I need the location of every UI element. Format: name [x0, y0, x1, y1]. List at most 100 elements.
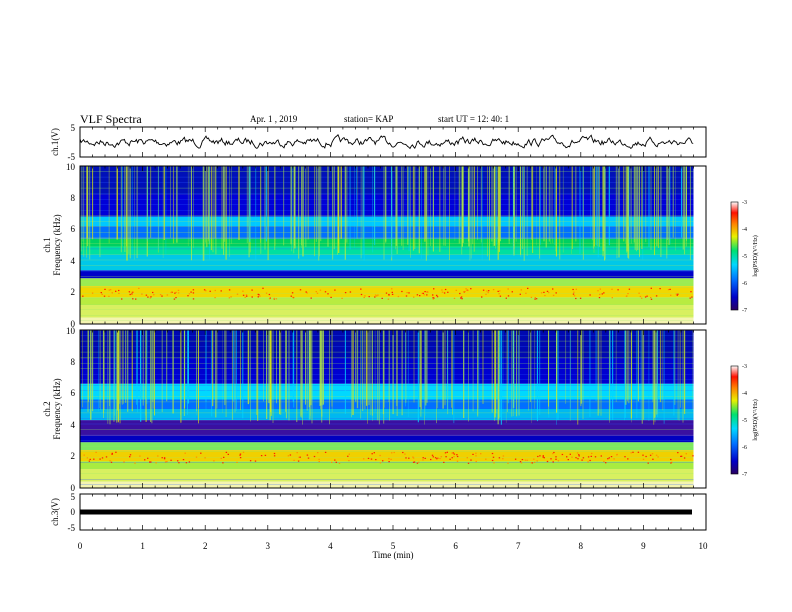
noise-speck: [520, 289, 522, 291]
noise-speck: [391, 452, 393, 454]
noise-speck: [600, 455, 602, 457]
noise-speck: [228, 289, 231, 291]
noise-speck: [306, 292, 308, 294]
noise-speck: [109, 289, 112, 291]
noise-speck: [524, 459, 527, 461]
noise-speck: [184, 452, 186, 454]
time-axis-ticks: 0 1 2 3 4 5 6 7 8 9 10: [78, 541, 708, 551]
noise-speck: [405, 295, 408, 297]
noise-speck: [273, 452, 276, 455]
noise-speck: [177, 460, 179, 462]
ch3-ytick-bottom: -5: [68, 523, 76, 533]
noise-speck: [379, 462, 382, 464]
noise-speck: [441, 289, 443, 291]
noise-speck: [535, 298, 538, 300]
noise-speck: [433, 297, 435, 299]
noise-speck: [603, 460, 605, 463]
xtick-7: 7: [516, 541, 521, 551]
noise-speck: [575, 288, 577, 290]
noise-speck: [317, 452, 319, 454]
noise-speck: [569, 453, 571, 455]
xtick-2: 2: [203, 541, 208, 551]
noise-speck: [519, 461, 522, 463]
noise-speck: [607, 458, 609, 460]
noise-speck: [436, 458, 438, 460]
noise-speck: [209, 290, 211, 292]
noise-speck: [475, 460, 477, 463]
noise-speck: [534, 297, 536, 299]
ch2-cbar-tick-m3: -3: [742, 364, 747, 370]
noise-speck: [436, 296, 439, 298]
noise-speck: [552, 288, 554, 290]
noise-speck: [327, 293, 329, 295]
spectrogram-band: [80, 305, 694, 318]
noise-speck: [259, 295, 261, 297]
noise-speck: [527, 287, 529, 289]
noise-speck: [412, 456, 414, 458]
noise-speck: [581, 459, 583, 461]
ch2-colorbar-label: log(PSD)(V²/Hz): [752, 399, 759, 440]
noise-speck: [443, 292, 446, 294]
noise-speck: [331, 461, 333, 463]
noise-speck: [650, 297, 652, 299]
noise-speck: [553, 451, 555, 454]
noise-speck: [86, 457, 89, 459]
noise-speck: [439, 457, 441, 460]
figure-title: VLF Spectra: [80, 112, 142, 126]
noise-speck: [499, 290, 501, 292]
noise-speck: [205, 290, 207, 292]
noise-speck: [368, 296, 370, 298]
noise-speck: [236, 293, 239, 295]
noise-speck: [177, 289, 180, 291]
noise-speck: [567, 459, 569, 461]
noise-speck: [324, 451, 327, 453]
noise-speck: [402, 451, 404, 454]
noise-speck: [472, 453, 474, 455]
noise-speck: [499, 295, 502, 297]
noise-speck: [485, 458, 487, 460]
ch1-cbar-tick-m7: -7: [742, 308, 747, 314]
noise-speck: [530, 462, 533, 464]
noise-speck: [95, 451, 97, 453]
noise-speck: [427, 291, 429, 293]
noise-speck: [330, 296, 332, 298]
ch2-colorbar-gradient: [730, 365, 739, 475]
noise-speck: [534, 298, 536, 300]
noise-speck: [626, 295, 628, 297]
noise-speck: [451, 452, 453, 454]
noise-speck: [105, 456, 108, 458]
noise-speck: [239, 454, 241, 456]
noise-speck: [650, 287, 652, 289]
noise-speck: [692, 455, 694, 457]
noise-speck: [239, 457, 242, 459]
noise-speck: [150, 296, 152, 298]
noise-speck: [422, 457, 424, 459]
noise-speck: [464, 290, 466, 293]
noise-speck: [644, 296, 647, 298]
noise-speck: [388, 294, 390, 296]
ch1-ytick-bottom: -5: [68, 152, 76, 162]
noise-speck: [421, 292, 423, 294]
noise-speck: [632, 451, 634, 453]
noise-speck: [492, 456, 495, 458]
spectrogram-band: [80, 246, 694, 255]
noise-speck: [390, 458, 392, 460]
noise-speck: [550, 458, 552, 460]
noise-speck: [242, 451, 245, 453]
noise-speck: [118, 292, 120, 294]
noise-speck: [393, 451, 395, 454]
noise-speck: [433, 288, 435, 290]
noise-speck: [93, 458, 95, 460]
noise-speck: [460, 296, 463, 298]
noise-speck: [213, 460, 215, 462]
noise-speck: [546, 290, 549, 292]
noise-speck: [611, 297, 613, 299]
noise-speck: [289, 454, 292, 456]
noise-speck: [423, 294, 425, 296]
noise-speck: [161, 457, 163, 459]
noise-speck: [249, 460, 252, 462]
noise-speck: [388, 461, 390, 463]
noise-speck: [646, 295, 648, 297]
time-tick-marks: [79, 127, 707, 530]
noise-speck: [613, 458, 615, 460]
